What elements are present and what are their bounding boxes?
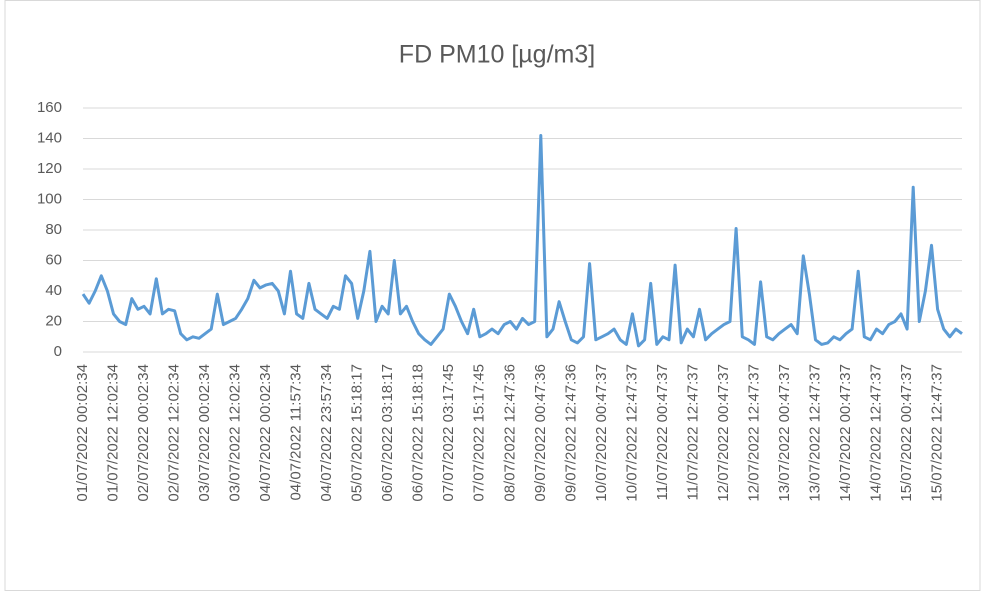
x-tick-label: 14/07/2022 12:47:37 xyxy=(868,364,885,502)
x-tick-label: 01/07/2022 12:02:34 xyxy=(104,364,121,502)
x-tick-label: 04/07/2022 00:02:34 xyxy=(257,364,274,502)
x-tick-label: 09/07/2022 00:47:36 xyxy=(532,364,549,502)
x-tick-label: 04/07/2022 11:57:34 xyxy=(288,364,305,501)
y-tick-label: 40 xyxy=(45,282,62,299)
x-tick-label: 08/07/2022 12:47:36 xyxy=(501,364,518,502)
y-tick-label: 160 xyxy=(37,99,62,116)
x-tick-label: 10/07/2022 12:47:37 xyxy=(623,364,640,502)
x-tick-label: 13/07/2022 00:47:37 xyxy=(776,364,793,502)
x-tick-label: 06/07/2022 03:18:17 xyxy=(379,364,396,502)
y-tick-label: 100 xyxy=(37,190,62,207)
chart-title: FD PM10 [µg/m3] xyxy=(399,41,595,69)
x-tick-label: 02/07/2022 00:02:34 xyxy=(135,364,152,502)
x-tick-label: 07/07/2022 15:17:45 xyxy=(471,364,488,502)
x-tick-label: 15/07/2022 12:47:37 xyxy=(929,364,946,502)
x-tick-label: 09/07/2022 12:47:36 xyxy=(562,364,579,502)
y-tick-label: 140 xyxy=(37,129,62,146)
x-tick-label: 14/07/2022 00:47:37 xyxy=(837,364,854,502)
y-tick-label: 60 xyxy=(45,251,62,268)
x-tick-label: 12/07/2022 12:47:37 xyxy=(745,364,762,502)
y-tick-label: 80 xyxy=(45,221,62,238)
y-tick-label: 20 xyxy=(45,312,62,329)
x-tick-label: 01/07/2022 00:02:34 xyxy=(74,364,91,502)
x-tick-label: 11/07/2022 00:47:37 xyxy=(654,364,671,501)
chart-border xyxy=(4,0,981,591)
y-tick-label: 0 xyxy=(54,343,62,360)
x-tick-label: 15/07/2022 00:47:37 xyxy=(898,364,915,502)
x-tick-label: 07/07/2022 03:17:45 xyxy=(440,364,457,502)
data-line xyxy=(81,134,963,348)
x-tick-label: 12/07/2022 00:47:37 xyxy=(715,364,732,502)
x-tick-label: 11/07/2022 12:47:37 xyxy=(684,364,701,501)
x-tick-label: 06/07/2022 15:18:18 xyxy=(410,364,427,502)
x-tick-label: 13/07/2022 12:47:37 xyxy=(806,364,823,502)
y-tick-label: 120 xyxy=(37,160,62,177)
x-tick-label: 05/07/2022 15:18:17 xyxy=(349,364,366,502)
x-tick-label: 02/07/2022 12:02:34 xyxy=(166,364,183,502)
x-tick-label: 10/07/2022 00:47:37 xyxy=(593,364,610,502)
x-tick-label: 04/07/2022 23:57:34 xyxy=(318,364,335,502)
x-tick-label: 03/07/2022 00:02:34 xyxy=(196,364,213,502)
x-tick-label: 03/07/2022 12:02:34 xyxy=(227,364,244,502)
